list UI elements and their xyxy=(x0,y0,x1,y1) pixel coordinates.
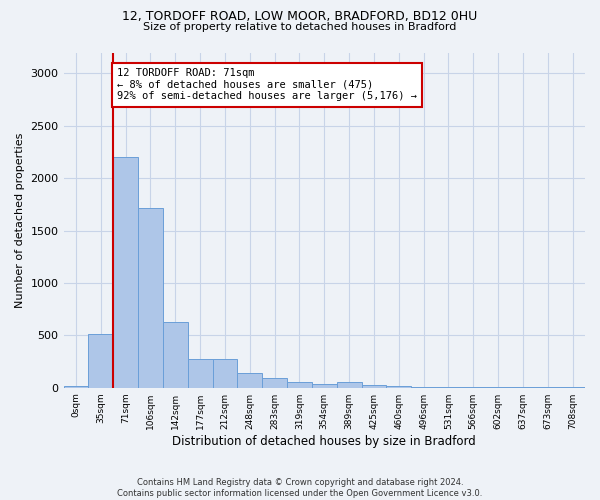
Bar xyxy=(560,387,585,388)
Bar xyxy=(163,322,188,388)
Bar xyxy=(238,373,262,388)
Bar xyxy=(188,360,212,388)
Bar xyxy=(312,384,337,388)
Bar xyxy=(212,360,238,388)
Bar xyxy=(113,158,138,388)
Bar xyxy=(262,378,287,388)
Text: 12 TORDOFF ROAD: 71sqm
← 8% of detached houses are smaller (475)
92% of semi-det: 12 TORDOFF ROAD: 71sqm ← 8% of detached … xyxy=(117,68,417,102)
Text: Contains HM Land Registry data © Crown copyright and database right 2024.
Contai: Contains HM Land Registry data © Crown c… xyxy=(118,478,482,498)
Bar xyxy=(64,386,88,388)
Bar xyxy=(337,382,362,388)
Bar xyxy=(287,382,312,388)
Bar xyxy=(138,208,163,388)
Bar xyxy=(436,387,461,388)
X-axis label: Distribution of detached houses by size in Bradford: Distribution of detached houses by size … xyxy=(172,434,476,448)
Bar xyxy=(485,387,511,388)
Bar xyxy=(511,387,535,388)
Y-axis label: Number of detached properties: Number of detached properties xyxy=(15,132,25,308)
Text: Size of property relative to detached houses in Bradford: Size of property relative to detached ho… xyxy=(143,22,457,32)
Bar xyxy=(386,386,411,388)
Text: 12, TORDOFF ROAD, LOW MOOR, BRADFORD, BD12 0HU: 12, TORDOFF ROAD, LOW MOOR, BRADFORD, BD… xyxy=(122,10,478,23)
Bar xyxy=(535,387,560,388)
Bar xyxy=(88,334,113,388)
Bar xyxy=(362,384,386,388)
Bar xyxy=(461,387,485,388)
Bar xyxy=(411,387,436,388)
